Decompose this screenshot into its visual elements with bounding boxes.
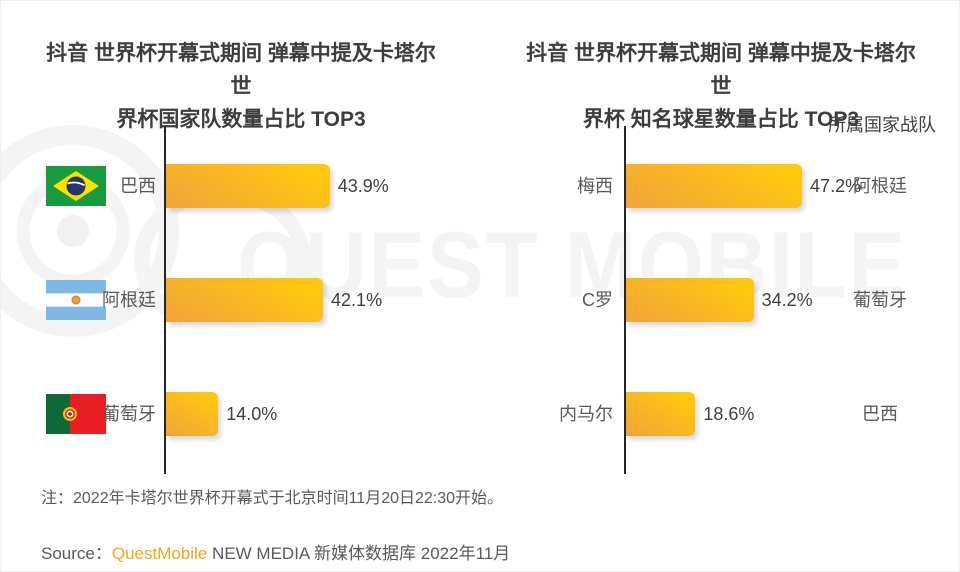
country-label: 巴西 — [862, 404, 898, 424]
bar-neymar — [626, 392, 696, 436]
footnote: 注：2022年卡塔尔世界杯开幕式于北京时间11月20日22:30开始。 — [41, 490, 504, 507]
portugal-flag-icon — [46, 394, 106, 434]
right-chart-row-ronaldo: C罗 34.2% 葡萄牙 — [1, 278, 959, 322]
bar-messi — [626, 164, 803, 208]
bar-brazil — [166, 164, 330, 208]
right-chart-title-line1: 抖音 世界杯开幕式期间 弹幕中提及卡塔尔世 — [526, 42, 916, 98]
player-label: 梅西 — [577, 176, 613, 196]
source-suffix: NEW MEDIA 新媒体数据库 2022年11月 — [207, 544, 511, 563]
category-label: 巴西 — [120, 176, 156, 196]
country-label: 阿根廷 — [853, 176, 907, 196]
source-prefix: Source： — [41, 544, 112, 563]
argentina-flag-icon — [46, 280, 106, 320]
bar-ronaldo — [626, 278, 754, 322]
brazil-flag-icon — [46, 166, 106, 206]
value-label: 43.9% — [337, 175, 389, 196]
right-chart-axis — [624, 126, 626, 474]
left-chart-row-portugal: 葡萄牙 14.0% — [1, 392, 959, 436]
value-label: 34.2% — [761, 289, 813, 310]
value-label: 42.1% — [331, 289, 383, 310]
source-line: Source：QuestMobile NEW MEDIA 新媒体数据库 2022… — [41, 539, 510, 564]
player-label: C罗 — [582, 290, 613, 310]
right-chart-title: 抖音 世界杯开幕式期间 弹幕中提及卡塔尔世 界杯 知名球星数量占比 TOP3 — [521, 37, 921, 136]
left-chart-row-argentina: 阿根廷 42.1% — [1, 278, 959, 322]
value-label: 47.2% — [810, 175, 862, 196]
category-label: 葡萄牙 — [102, 404, 156, 424]
value-label: 14.0% — [226, 403, 278, 424]
country-label: 葡萄牙 — [853, 290, 907, 310]
watermark-dot-icon — [57, 215, 89, 247]
right-chart-row-messi: 梅西 47.2% 阿根廷 — [1, 164, 959, 208]
category-label: 阿根廷 — [102, 290, 156, 310]
right-chart-title-line2: 界杯 知名球星数量占比 TOP3 — [582, 108, 860, 131]
value-label: 18.6% — [703, 403, 755, 424]
left-chart-title-line2: 界杯国家队数量占比 TOP3 — [116, 108, 366, 131]
country-column-label: 所属国家战队 — [828, 115, 936, 135]
bar-argentina — [166, 278, 324, 322]
player-label: 内马尔 — [559, 404, 613, 424]
bar-portugal — [166, 392, 219, 436]
source-brand: QuestMobile — [111, 544, 208, 563]
left-chart-row-brazil: 巴西 43.9% — [1, 164, 959, 208]
right-chart-row-neymar: 内马尔 18.6% 巴西 — [1, 392, 959, 436]
left-chart-title: 抖音 世界杯开幕式期间 弹幕中提及卡塔尔世 界杯国家队数量占比 TOP3 — [41, 37, 441, 136]
left-chart-title-line1: 抖音 世界杯开幕式期间 弹幕中提及卡塔尔世 — [46, 42, 436, 98]
left-chart-axis — [164, 126, 166, 474]
